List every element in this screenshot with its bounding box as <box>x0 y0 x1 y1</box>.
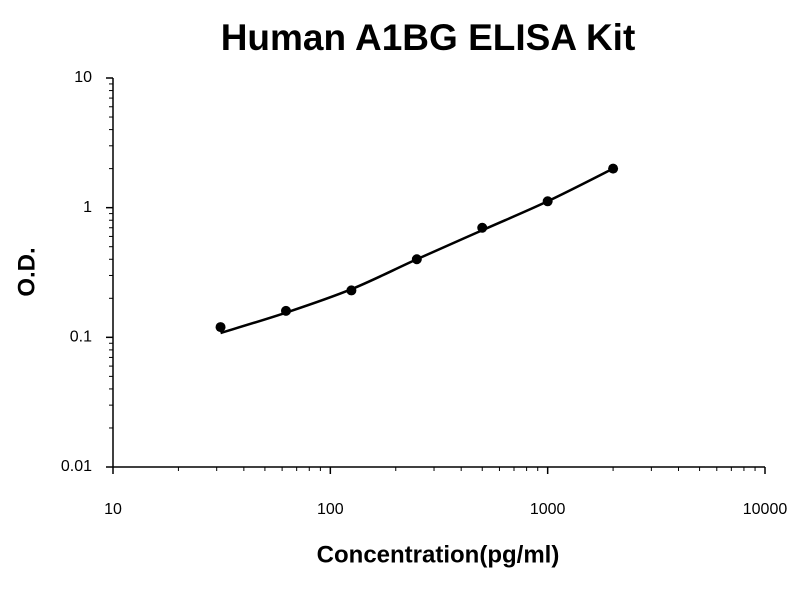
x-tick-label: 10000 <box>743 501 788 518</box>
x-axis-label: Concentration(pg/ml) <box>317 541 560 568</box>
y-tick-label: 0.01 <box>61 458 92 475</box>
x-tick-label: 100 <box>317 501 344 518</box>
y-tick-label: 10 <box>74 69 92 86</box>
data-point <box>215 322 226 333</box>
x-tick-label: 1000 <box>530 501 566 518</box>
y-axis-label: O.D. <box>13 247 40 296</box>
x-tick-label: 10 <box>104 501 122 518</box>
y-tick-label: 0.1 <box>70 329 92 346</box>
y-tick-label: 1 <box>83 199 92 216</box>
fit-curve <box>220 167 614 335</box>
chart-title: Human A1BG ELISA Kit <box>221 17 636 58</box>
